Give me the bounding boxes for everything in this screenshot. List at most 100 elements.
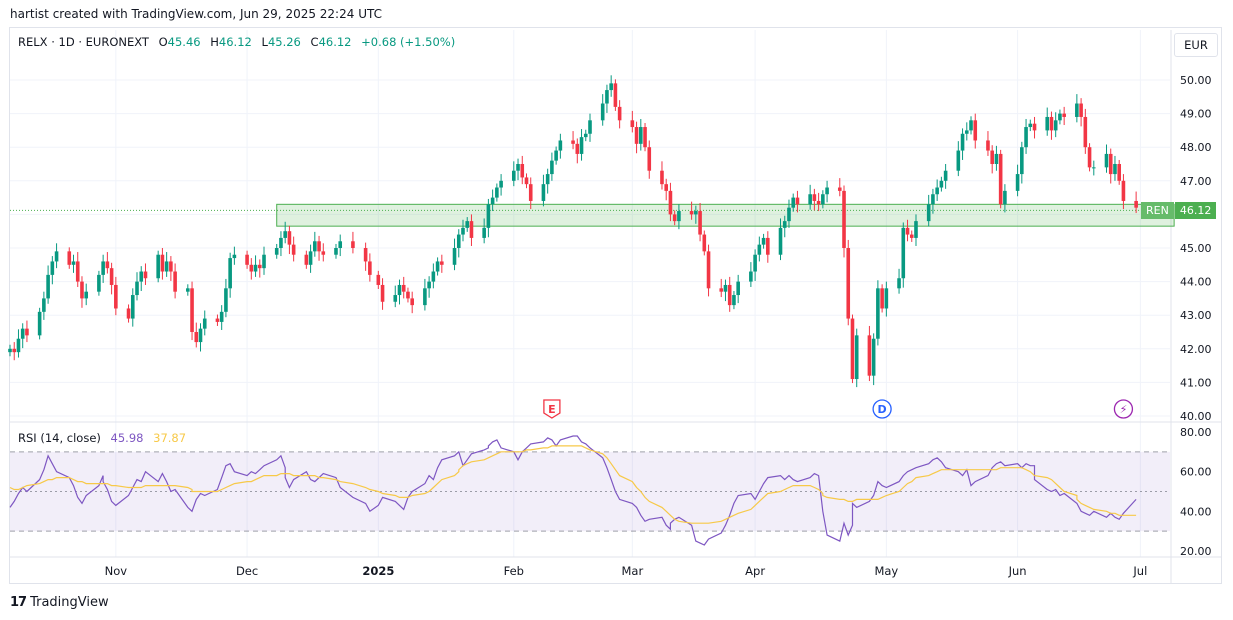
candle-body xyxy=(1079,103,1083,117)
candle xyxy=(135,272,139,301)
candle-body xyxy=(609,83,613,91)
candle xyxy=(600,94,605,126)
candle-body xyxy=(520,164,525,178)
candle-body xyxy=(1049,116,1054,131)
candle xyxy=(80,276,84,308)
candle xyxy=(406,287,410,303)
candle-body xyxy=(397,284,402,296)
rsi-title[interactable]: RSI (14, close) xyxy=(18,431,101,445)
candle-body xyxy=(169,261,173,272)
candle-body xyxy=(876,288,880,339)
event-marker-letter: ⚡ xyxy=(1120,403,1128,416)
candle xyxy=(571,131,575,150)
candle xyxy=(825,180,829,203)
event-marker-icon[interactable]: D xyxy=(872,399,892,419)
candle-body xyxy=(736,281,740,296)
candle xyxy=(727,276,732,312)
candle-body xyxy=(660,170,664,185)
candle xyxy=(516,158,520,181)
candle-body xyxy=(139,271,144,282)
candle xyxy=(71,254,76,273)
candle-body xyxy=(935,187,939,195)
candle-body xyxy=(994,153,999,164)
candle xyxy=(338,234,343,257)
candle-body xyxy=(639,127,643,144)
candle xyxy=(198,323,203,352)
candle xyxy=(46,265,50,304)
event-marker-letter: D xyxy=(878,403,887,416)
candle xyxy=(850,314,855,384)
candle-body xyxy=(846,248,851,319)
event-marker-icon[interactable]: ⚡ xyxy=(1113,399,1134,419)
event-marker-shape xyxy=(1113,399,1134,419)
candle xyxy=(1015,164,1020,197)
candle xyxy=(1121,174,1126,210)
candle-body xyxy=(101,261,105,275)
candle xyxy=(943,164,948,189)
candle xyxy=(20,323,25,349)
footer-brand[interactable]: 17 TradingView xyxy=(10,595,109,610)
candle xyxy=(956,141,961,177)
candle xyxy=(994,145,999,171)
candle-body xyxy=(202,318,207,329)
open-label: O xyxy=(158,35,168,49)
candle-body xyxy=(1053,120,1058,131)
currency-button[interactable]: EUR xyxy=(1174,33,1218,57)
candle-body xyxy=(677,211,681,222)
candle xyxy=(969,116,973,135)
candle-body xyxy=(486,204,491,228)
candle xyxy=(97,270,101,296)
candle-body xyxy=(575,143,580,154)
candle-body xyxy=(1113,164,1117,175)
candle xyxy=(998,149,1003,209)
candle xyxy=(630,110,635,133)
candle xyxy=(469,214,474,246)
candle xyxy=(660,161,664,190)
candle-body xyxy=(249,264,254,272)
candle-body xyxy=(440,261,444,265)
candle xyxy=(308,244,313,273)
candle xyxy=(42,291,46,320)
candle xyxy=(842,185,846,258)
candle xyxy=(897,268,901,294)
candle-body xyxy=(143,271,148,279)
candle-body xyxy=(588,120,592,134)
candle-body xyxy=(960,133,965,151)
candle-body xyxy=(1028,123,1033,128)
candle xyxy=(16,329,21,358)
price-tick-label: 41.00 xyxy=(1180,376,1212,389)
candle-body xyxy=(109,268,114,285)
candle xyxy=(334,243,338,259)
candle xyxy=(647,140,652,179)
candle-body xyxy=(253,264,258,272)
candle xyxy=(363,242,368,271)
candle-body xyxy=(524,177,529,185)
candle-body xyxy=(71,261,76,265)
candle xyxy=(1045,107,1050,136)
symbol-label[interactable]: RELX · 1D · EURONEXT xyxy=(18,35,149,49)
candle xyxy=(317,235,321,261)
candle xyxy=(706,244,711,297)
candle-body xyxy=(541,184,546,201)
candle xyxy=(761,233,766,249)
change-value: +0.68 (+1.50%) xyxy=(361,35,456,49)
candle xyxy=(228,252,232,298)
candle xyxy=(12,342,17,361)
candle-body xyxy=(380,284,385,302)
high-label: H xyxy=(210,35,219,49)
candle xyxy=(558,133,563,159)
candle-body xyxy=(727,284,732,306)
candle xyxy=(1062,106,1066,126)
candle xyxy=(84,283,89,306)
candle xyxy=(1087,143,1092,172)
event-marker-icon[interactable]: E xyxy=(543,399,561,419)
candle-body xyxy=(461,227,465,235)
candle-body xyxy=(46,274,50,299)
candle-body xyxy=(871,338,876,376)
candle xyxy=(194,322,199,348)
time-tick-label: 2025 xyxy=(362,564,394,578)
candle-body xyxy=(351,241,355,248)
candle xyxy=(964,122,969,141)
candle-body xyxy=(279,237,283,248)
